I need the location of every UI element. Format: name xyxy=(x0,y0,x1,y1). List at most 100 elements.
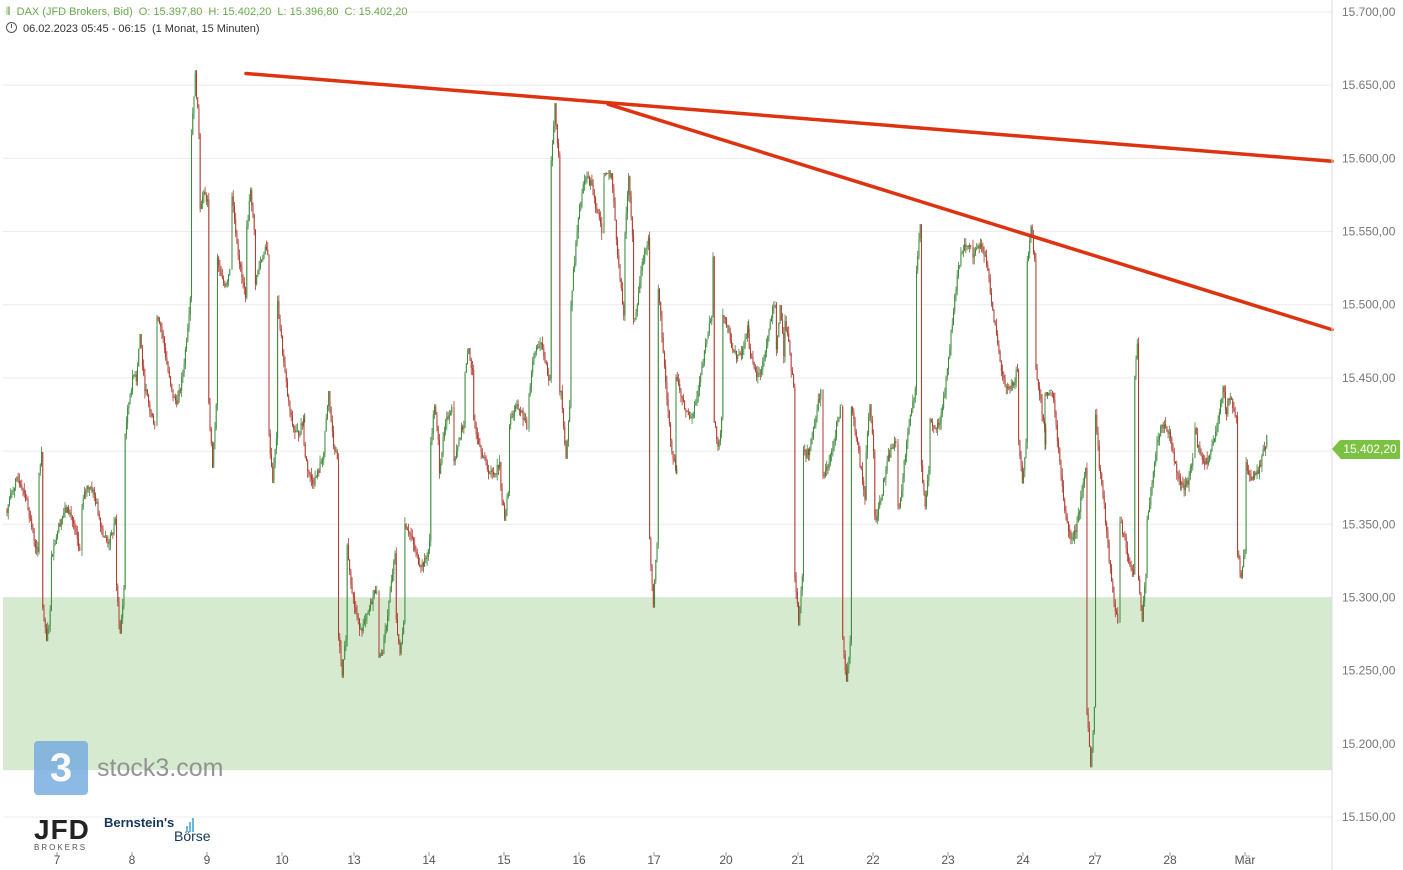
candle-body xyxy=(838,418,840,420)
candle-body xyxy=(1131,568,1133,571)
candle-body xyxy=(1026,260,1028,442)
candle-body xyxy=(1168,431,1170,434)
candle-body xyxy=(188,314,190,328)
candle-body xyxy=(641,261,643,271)
candle-body xyxy=(690,416,692,419)
candle-body xyxy=(154,424,156,426)
candle-body xyxy=(156,317,158,426)
candle-body xyxy=(389,591,391,603)
candle-body xyxy=(659,289,660,302)
candle-body xyxy=(617,239,619,256)
candle-body xyxy=(960,253,962,266)
candle-body xyxy=(170,376,172,384)
candle-body xyxy=(460,426,462,438)
candle-body xyxy=(543,348,545,356)
candle-body xyxy=(928,470,930,481)
candle-body xyxy=(1252,476,1254,479)
candle-body xyxy=(295,430,297,433)
candle-body xyxy=(1205,457,1207,465)
candle-body xyxy=(1233,407,1235,412)
candle-body xyxy=(681,396,683,399)
candle-body xyxy=(395,553,397,620)
candle-body xyxy=(404,524,406,623)
candle-body xyxy=(804,449,806,452)
candle-body xyxy=(1250,474,1252,481)
candle-body xyxy=(1069,531,1071,533)
candle-body xyxy=(220,270,222,276)
candle-body xyxy=(948,357,950,369)
candle-body xyxy=(1152,471,1154,484)
candle-body xyxy=(60,519,62,527)
candle-body xyxy=(1054,399,1056,413)
candle-body xyxy=(547,364,548,375)
x-tick-label: 27 xyxy=(1088,853,1102,867)
candle-body xyxy=(1107,531,1109,543)
candle-body xyxy=(1018,370,1020,440)
candle-body xyxy=(150,410,152,413)
candle-body xyxy=(1198,445,1200,447)
candle-body xyxy=(52,554,54,557)
candle-body xyxy=(1085,468,1087,476)
candle-body xyxy=(1228,399,1230,400)
candle-body xyxy=(726,318,728,327)
candle-body xyxy=(806,448,808,458)
candle-body xyxy=(1261,455,1263,467)
candle-body xyxy=(949,349,951,358)
candle-body xyxy=(613,187,615,202)
candle-body xyxy=(998,344,1000,352)
candle-type-icon[interactable]: ⫴ xyxy=(6,6,11,18)
candle-body xyxy=(172,389,174,398)
candle-body xyxy=(732,348,734,351)
candle-body xyxy=(325,418,327,432)
candle-body xyxy=(236,233,238,244)
candle-body xyxy=(712,256,714,318)
candle-body xyxy=(1231,398,1232,400)
candle-body xyxy=(448,415,450,419)
candle-body xyxy=(752,357,754,363)
candle-body xyxy=(891,447,893,449)
candle-body xyxy=(279,318,281,329)
candle-body xyxy=(383,637,385,654)
candle-body xyxy=(796,591,798,604)
candle-body xyxy=(419,563,421,567)
candle-body xyxy=(394,553,396,561)
bernstein-bars-icon xyxy=(186,814,195,832)
candle-body xyxy=(1156,441,1158,455)
candle-body xyxy=(1234,411,1236,416)
candle-body xyxy=(277,300,279,439)
candle-body xyxy=(1155,454,1157,464)
candle-body xyxy=(197,97,199,109)
candle-body xyxy=(700,375,702,382)
candle-body xyxy=(628,176,630,195)
trendline xyxy=(244,71,1334,164)
candle-body xyxy=(480,446,482,453)
candle-body xyxy=(633,235,635,320)
candle-body xyxy=(330,406,332,422)
candle-body xyxy=(182,372,184,378)
candle-body xyxy=(499,461,501,468)
candle-body xyxy=(685,409,687,412)
candle-body xyxy=(532,360,534,373)
candle-body xyxy=(1223,387,1225,393)
candle-body xyxy=(588,176,590,186)
candle-body xyxy=(253,214,255,230)
x-tick-label: 24 xyxy=(1016,853,1030,867)
candle-body xyxy=(1200,452,1202,456)
candle-body xyxy=(791,370,793,375)
candle-body xyxy=(199,134,201,209)
candle-body xyxy=(515,406,517,411)
candle-body xyxy=(437,426,439,440)
candle-body xyxy=(263,251,265,258)
candle-body xyxy=(544,355,546,363)
candle-body xyxy=(33,529,35,542)
candle-body xyxy=(28,510,30,518)
candle-body xyxy=(12,490,14,492)
candle-body xyxy=(288,395,290,402)
candle-body xyxy=(622,288,623,305)
candle-body xyxy=(1055,412,1057,425)
candle-body xyxy=(820,389,822,400)
candle-body xyxy=(200,204,202,209)
candle-body xyxy=(889,454,891,458)
x-tick-label: 22 xyxy=(866,853,880,867)
